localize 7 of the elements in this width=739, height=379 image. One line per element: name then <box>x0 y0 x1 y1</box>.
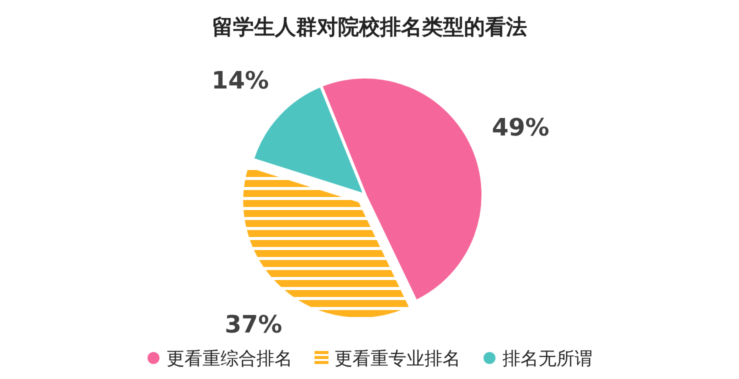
legend-label: 排名无所谓 <box>502 348 592 370</box>
data-label: 14% <box>212 66 269 94</box>
chart-title: 留学生人群对院校排名类型的看法 <box>212 15 527 39</box>
legend-label: 更看重综合排名 <box>166 348 292 370</box>
data-label: 37% <box>224 310 282 338</box>
data-label: 49% <box>492 113 550 142</box>
legend-label: 更看重专业排名 <box>334 348 460 370</box>
